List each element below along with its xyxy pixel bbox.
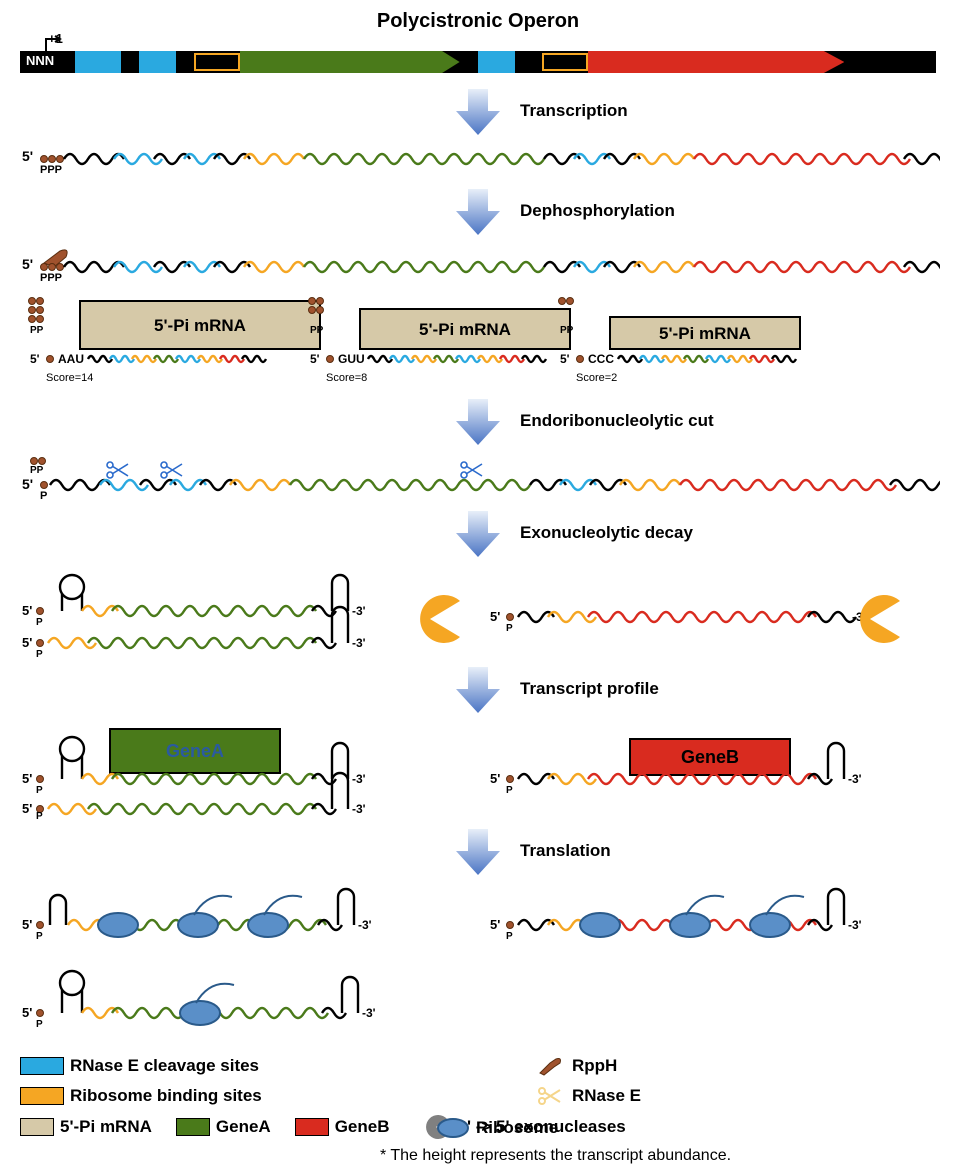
- svg-text:5': 5': [22, 771, 32, 786]
- svg-text:CCC: CCC: [588, 352, 614, 366]
- svg-text:GeneA: GeneA: [166, 741, 224, 761]
- svg-text:5': 5': [490, 917, 500, 932]
- svg-text:-3': -3': [352, 772, 366, 786]
- svg-text:-3': -3': [362, 1006, 376, 1020]
- svg-text:PPP: PPP: [40, 272, 62, 284]
- svg-text:PP: PP: [30, 465, 44, 476]
- svg-text:P: P: [506, 931, 513, 942]
- svg-text:-3': -3': [352, 604, 366, 618]
- legend-genea: GeneA: [176, 1115, 271, 1139]
- svg-text:Score=8: Score=8: [326, 372, 367, 384]
- svg-text:P: P: [36, 811, 43, 819]
- svg-text:P: P: [506, 785, 513, 796]
- step-transcription-label: Transcription: [520, 101, 628, 121]
- step-profile-label: Transcript profile: [520, 679, 659, 699]
- operon-diagram: +1 NNN RBSGene ARBSGene B: [20, 37, 936, 77]
- svg-text:5': 5': [490, 771, 500, 786]
- step-arrow-icon: [450, 509, 506, 559]
- svg-text:-3': -3': [352, 636, 366, 650]
- step-translation-label: Translation: [520, 841, 611, 861]
- svg-text:P: P: [36, 785, 43, 796]
- step-dephos-label: Dephosphorylation: [520, 201, 675, 221]
- svg-text:AAU: AAU: [58, 352, 84, 366]
- svg-text:-3': -3': [848, 918, 862, 932]
- svg-text:PPP: PPP: [40, 164, 62, 176]
- legend-rbs: Ribosome binding sites: [20, 1085, 262, 1107]
- profile-panel: GeneA 5' P -3' 5' P -3' GeneB 5' P -3': [20, 723, 936, 819]
- svg-text:5': 5': [22, 256, 33, 272]
- legend-ribosome: Ribosome: [436, 1117, 558, 1139]
- legend: RNase E cleavage sites RppH Ribosome bin…: [20, 1055, 936, 1165]
- svg-text:P: P: [36, 1019, 43, 1030]
- step-arrow-icon: [450, 665, 506, 715]
- svg-text:5': 5': [22, 917, 32, 932]
- rna-dephos: 5' PPP: [20, 245, 936, 285]
- translation-panel: 5' P -3' 5' P -3' 5' P -3': [20, 885, 936, 1045]
- plus-one-label: +1: [48, 31, 63, 46]
- step-exo-label: Exonucleolytic decay: [520, 523, 693, 543]
- svg-text:5': 5': [22, 148, 33, 164]
- svg-text:P: P: [36, 617, 43, 628]
- svg-text:P: P: [36, 931, 43, 942]
- rna-endo: PP5' P: [20, 455, 936, 501]
- legend-geneb: GeneB: [295, 1115, 390, 1139]
- svg-text:-3': -3': [352, 802, 366, 816]
- step-endo-label: Endoribonucleolytic cut: [520, 411, 714, 431]
- svg-text:5': 5': [22, 476, 33, 492]
- svg-text:5'-Pi mRNA: 5'-Pi mRNA: [419, 320, 511, 339]
- step-arrow-icon: [450, 397, 506, 447]
- svg-text:5': 5': [490, 609, 500, 624]
- svg-text:5': 5': [30, 352, 40, 366]
- legend-note: * The height represents the transcript a…: [380, 1147, 731, 1165]
- svg-text:P: P: [40, 490, 47, 501]
- step-arrow-icon: [450, 187, 506, 237]
- svg-text:GUU: GUU: [338, 352, 365, 366]
- svg-text:PP: PP: [310, 325, 324, 336]
- legend-pi: 5'-Pi mRNA: [20, 1115, 152, 1139]
- legend-rnase-sites: RNase E cleavage sites: [20, 1055, 259, 1077]
- svg-text:GeneB: GeneB: [681, 747, 739, 767]
- svg-text:5': 5': [310, 352, 320, 366]
- svg-text:5': 5': [22, 1005, 32, 1020]
- page-title: Polycistronic Operon: [10, 10, 946, 33]
- svg-text:5'-Pi mRNA: 5'-Pi mRNA: [154, 316, 246, 335]
- nnn-label: NNN: [26, 53, 54, 68]
- scissors-icon: [536, 1085, 566, 1107]
- svg-text:5': 5': [560, 352, 570, 366]
- rpph-icon: [536, 1055, 566, 1077]
- svg-text:-3': -3': [848, 772, 862, 786]
- pi-mrna-boxes: PP 5'-Pi mRNA 5' AAU Score=14 PP 5'-Pi mRNA 5' G…: [20, 293, 936, 389]
- svg-text:-3': -3': [358, 918, 372, 932]
- svg-text:5': 5': [22, 801, 32, 816]
- rna-transcription: 5' PPP: [20, 145, 936, 179]
- legend-rpph: RppH: [536, 1055, 936, 1077]
- svg-text:5': 5': [22, 635, 32, 650]
- svg-text:P: P: [36, 649, 43, 657]
- legend-rnase-e: RNase E: [536, 1085, 936, 1107]
- ribosome-icon: [436, 1117, 470, 1139]
- svg-text:Score=14: Score=14: [46, 372, 93, 384]
- svg-text:5': 5': [22, 603, 32, 618]
- step-arrow-icon: [450, 87, 506, 137]
- svg-text:PP: PP: [560, 325, 574, 336]
- svg-text:5'-Pi mRNA: 5'-Pi mRNA: [659, 324, 751, 343]
- svg-text:Score=2: Score=2: [576, 372, 617, 384]
- svg-text:P: P: [506, 623, 513, 634]
- exo-panel: 5'P-3'5'P-3'5'P-3': [20, 567, 936, 657]
- step-arrow-icon: [450, 827, 506, 877]
- svg-text:PP: PP: [30, 325, 44, 336]
